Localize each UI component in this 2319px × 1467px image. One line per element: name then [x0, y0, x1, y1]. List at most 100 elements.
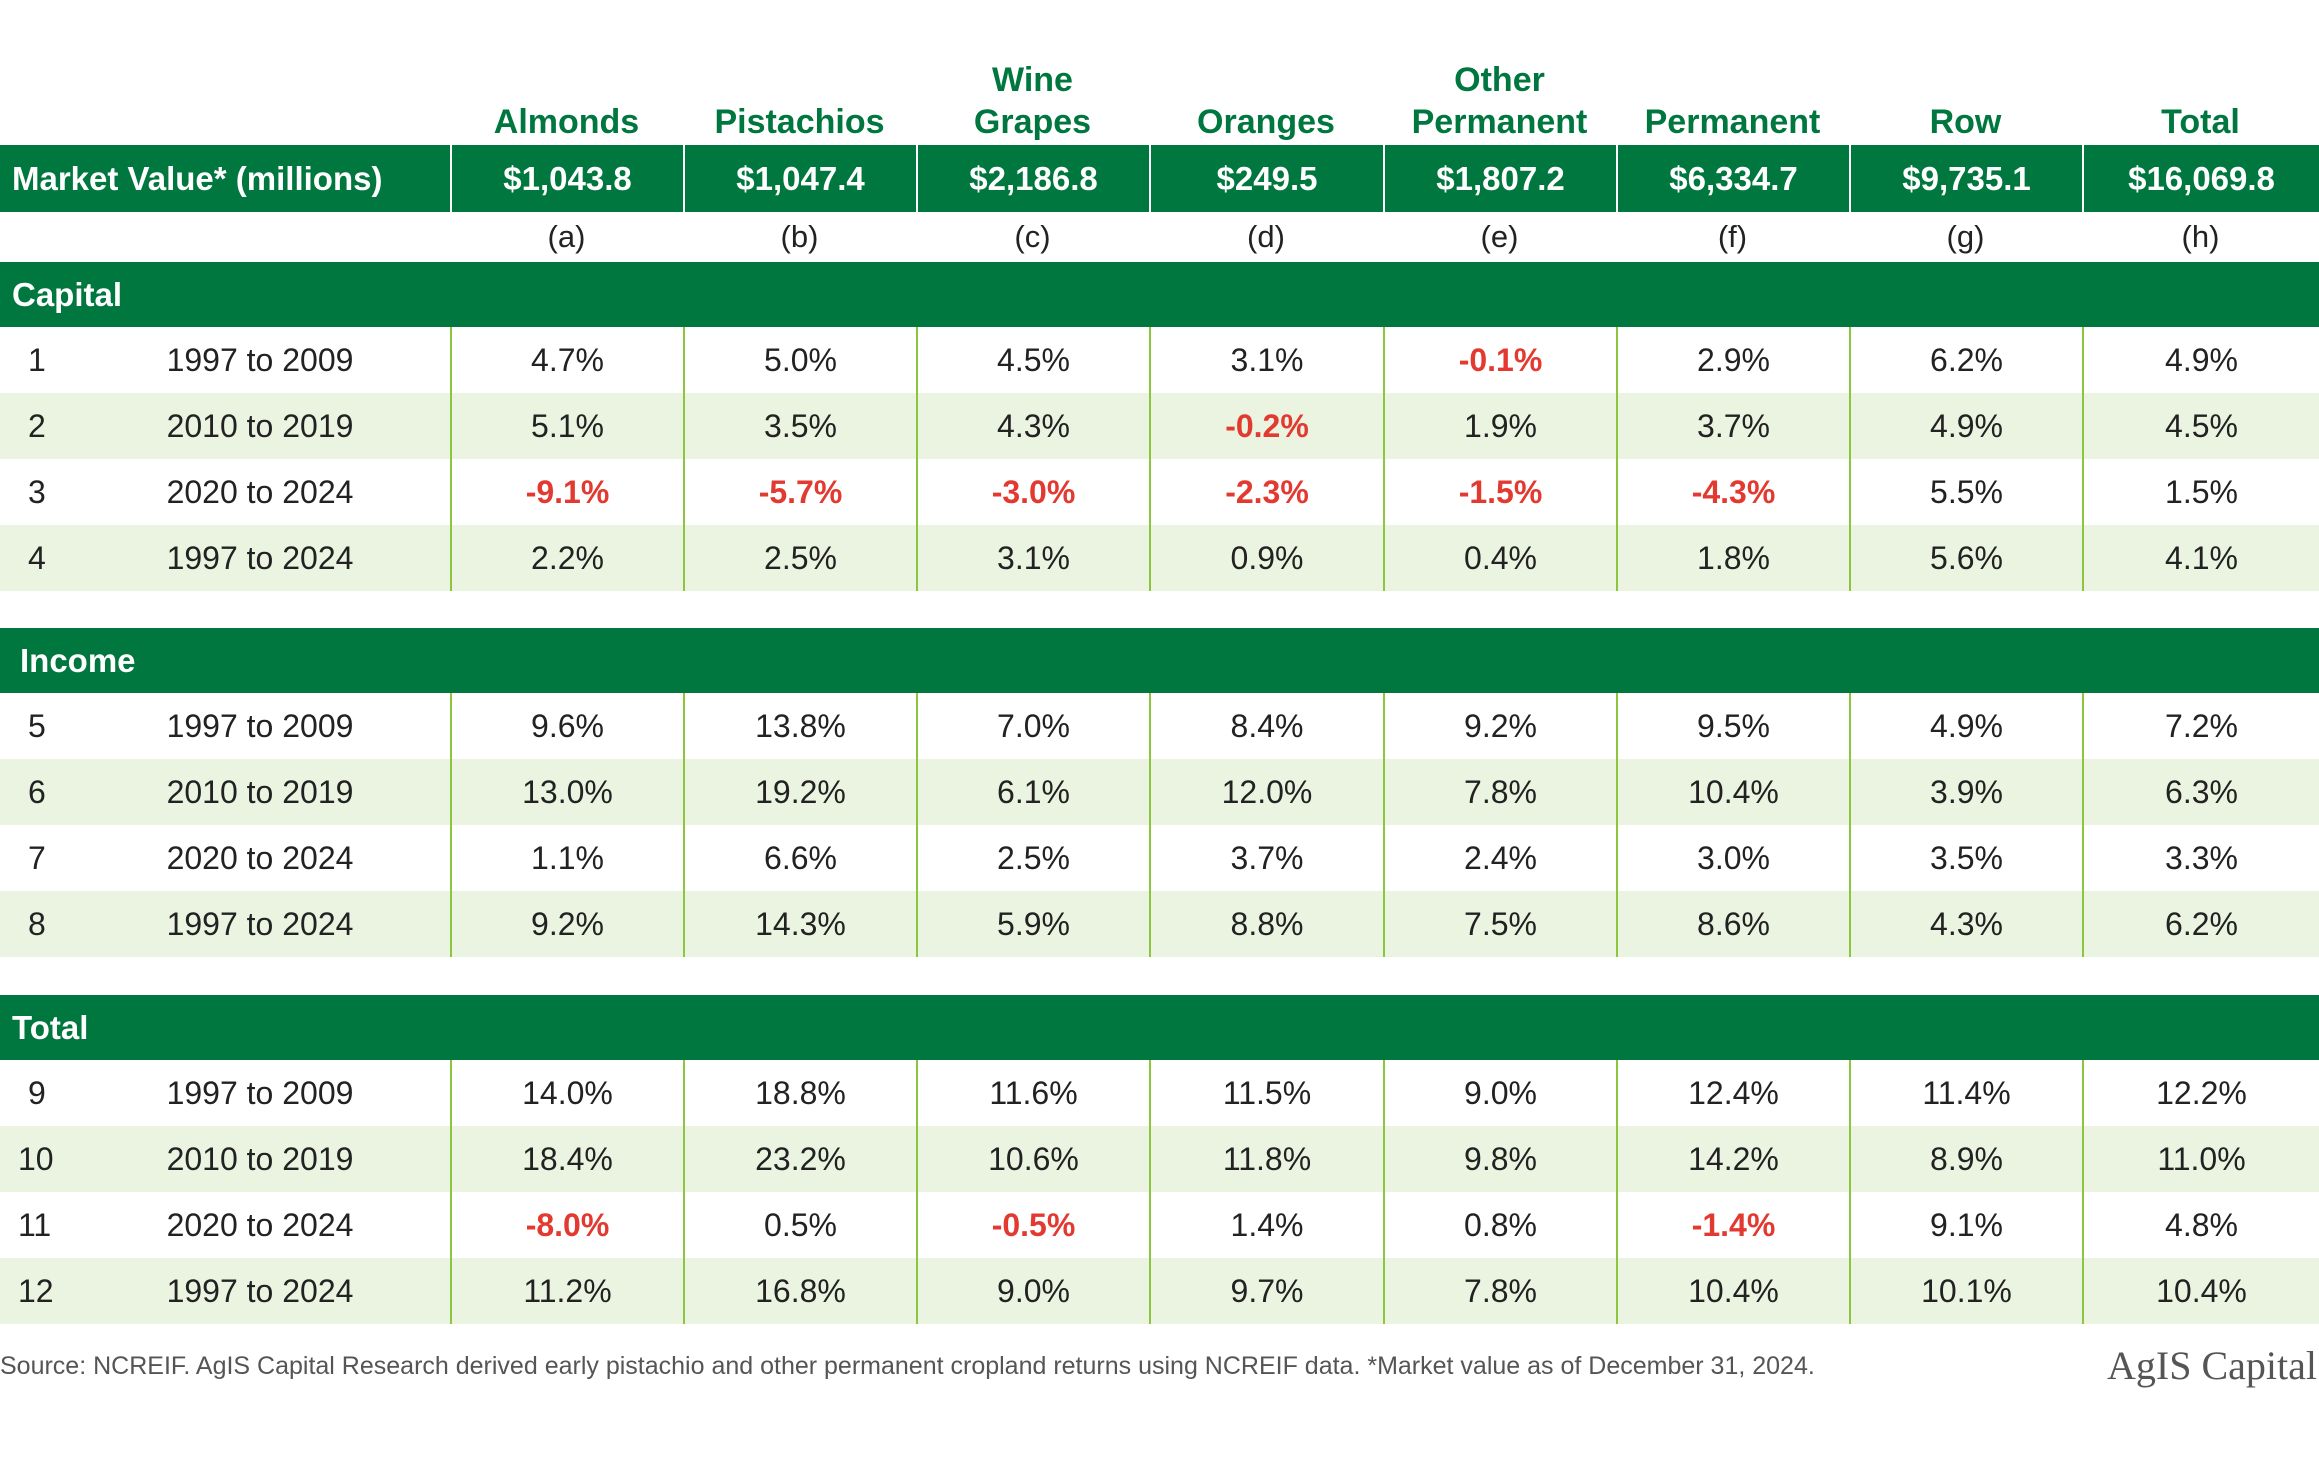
table-cell: 23.2%: [683, 1126, 916, 1192]
column-letter: (d): [1247, 219, 1285, 254]
table-row: 3 2020 to 2024 -9.1% -5.7% -3.0% -2.3% -1.5% -4…: [0, 459, 2319, 525]
table-cell: 3.5%: [1849, 825, 2082, 891]
table-cell: 9.5%: [1616, 693, 1849, 759]
header-row: Row: [1929, 103, 2002, 141]
table-cell: 2.9%: [1616, 327, 1849, 393]
table-cell: 4.7%: [450, 327, 683, 393]
row-number: 4: [28, 540, 46, 576]
row-period: 2010 to 2019: [166, 1141, 354, 1177]
table-cell: 3.0%: [1616, 825, 1849, 891]
table-cell: 12.4%: [1616, 1060, 1849, 1126]
row-label: 7 2020 to 2024: [0, 825, 450, 891]
table-cell: 6.3%: [2082, 759, 2319, 825]
table-cell: 12.2%: [2082, 1060, 2319, 1126]
table-cell: 14.0%: [450, 1060, 683, 1126]
table-cell: 13.8%: [683, 693, 916, 759]
table-cell: -2.3%: [1149, 459, 1383, 525]
table-cell: -1.4%: [1616, 1192, 1849, 1258]
table-cell: -9.1%: [450, 459, 683, 525]
header-total: Total: [2161, 103, 2240, 141]
column-letter: (e): [1480, 219, 1519, 254]
table-cell: 2.5%: [916, 825, 1149, 891]
column-letter: (a): [547, 219, 586, 254]
row-period: 2020 to 2024: [166, 1207, 354, 1243]
table-cell: -0.2%: [1149, 393, 1383, 459]
table-cell: 3.7%: [1149, 825, 1383, 891]
table-cell: 0.5%: [683, 1192, 916, 1258]
market-value-cell: $6,334.7: [1616, 145, 1849, 212]
row-period: 1997 to 2009: [166, 708, 354, 744]
table-cell: 9.2%: [450, 891, 683, 957]
row-period: 2020 to 2024: [166, 840, 354, 876]
table-cell: -4.3%: [1616, 459, 1849, 525]
section-gap: [0, 957, 2319, 995]
table-cell: 8.9%: [1849, 1126, 2082, 1192]
table-cell: 1.5%: [2082, 459, 2319, 525]
source-note: Source: NCREIF. AgIS Capital Research de…: [0, 1351, 1815, 1380]
table-cell: 4.8%: [2082, 1192, 2319, 1258]
table-cell: 1.4%: [1149, 1192, 1383, 1258]
table-row: 1 1997 to 2009 4.7% 5.0% 4.5% 3.1% -0.1% 2.9% 6.…: [0, 327, 2319, 393]
table-cell: 9.7%: [1149, 1258, 1383, 1324]
header-other-permanent: Other Permanent: [1411, 61, 1588, 141]
table-cell: 4.9%: [1849, 393, 2082, 459]
row-label: 8 1997 to 2024: [0, 891, 450, 957]
column-header-row: Almonds Pistachios Wine Grapes Oranges O…: [0, 0, 2319, 145]
table-cell: 5.1%: [450, 393, 683, 459]
table-cell: -1.5%: [1383, 459, 1616, 525]
row-period: 1997 to 2009: [166, 1075, 354, 1111]
returns-table: Almonds Pistachios Wine Grapes Oranges O…: [0, 0, 2319, 1324]
table-cell: 9.0%: [1383, 1060, 1616, 1126]
table-cell: 5.0%: [683, 327, 916, 393]
column-letter: (g): [1946, 219, 1985, 254]
table-cell: 8.8%: [1149, 891, 1383, 957]
row-period: 1997 to 2024: [166, 540, 354, 576]
table-cell: 11.4%: [1849, 1060, 2082, 1126]
row-number: 6: [28, 774, 46, 810]
table-cell: 0.4%: [1383, 525, 1616, 591]
market-value-cell: $1,807.2: [1383, 145, 1616, 212]
table-cell: 10.6%: [916, 1126, 1149, 1192]
row-label: 4 1997 to 2024: [0, 525, 450, 591]
header-pistachios: Pistachios: [714, 103, 885, 141]
table-cell: 4.3%: [916, 393, 1149, 459]
table-cell: 1.1%: [450, 825, 683, 891]
table-row: 9 1997 to 2009 14.0% 18.8% 11.6% 11.5% 9.0% 12.…: [0, 1060, 2319, 1126]
section-header-income: Income: [0, 628, 2319, 693]
table-row: 5 1997 to 2009 9.6% 13.8% 7.0% 8.4% 9.2% 9.5% 4.…: [0, 693, 2319, 759]
table-cell: 0.9%: [1149, 525, 1383, 591]
table-cell: 9.0%: [916, 1258, 1149, 1324]
table-cell: 4.1%: [2082, 525, 2319, 591]
market-value-cell: $249.5: [1149, 145, 1383, 212]
table-cell: -0.1%: [1383, 327, 1616, 393]
table-cell: 2.5%: [683, 525, 916, 591]
table-cell: 11.0%: [2082, 1126, 2319, 1192]
market-value-row: Market Value* (millions) $1,043.8 $1,047…: [0, 145, 2319, 212]
row-label: 5 1997 to 2009: [0, 693, 450, 759]
footer: Source: NCREIF. AgIS Capital Research de…: [0, 1341, 2319, 1391]
row-number: 9: [28, 1075, 46, 1111]
row-label: 3 2020 to 2024: [0, 459, 450, 525]
market-value-cell: $16,069.8: [2082, 145, 2319, 212]
table-cell: 6.1%: [916, 759, 1149, 825]
row-number: 8: [28, 906, 46, 942]
table-cell: 14.2%: [1616, 1126, 1849, 1192]
market-value-cell: $9,735.1: [1849, 145, 2082, 212]
table-cell: 7.5%: [1383, 891, 1616, 957]
row-label: 10 2010 to 2019: [0, 1126, 450, 1192]
row-period: 1997 to 2024: [166, 906, 354, 942]
table-cell: -0.5%: [916, 1192, 1149, 1258]
market-value-cell: $1,043.8: [450, 145, 683, 212]
row-number: 2: [28, 408, 46, 444]
table-cell: 7.2%: [2082, 693, 2319, 759]
section-header-capital: Capital: [0, 262, 2319, 327]
table-cell: 7.8%: [1383, 1258, 1616, 1324]
table-cell: 9.1%: [1849, 1192, 2082, 1258]
table-cell: 12.0%: [1149, 759, 1383, 825]
table-cell: 10.4%: [1616, 1258, 1849, 1324]
header-almonds: Almonds: [493, 103, 640, 141]
table-cell: 19.2%: [683, 759, 916, 825]
table-cell: 10.4%: [2082, 1258, 2319, 1324]
table-cell: 14.3%: [683, 891, 916, 957]
table-cell: 8.6%: [1616, 891, 1849, 957]
